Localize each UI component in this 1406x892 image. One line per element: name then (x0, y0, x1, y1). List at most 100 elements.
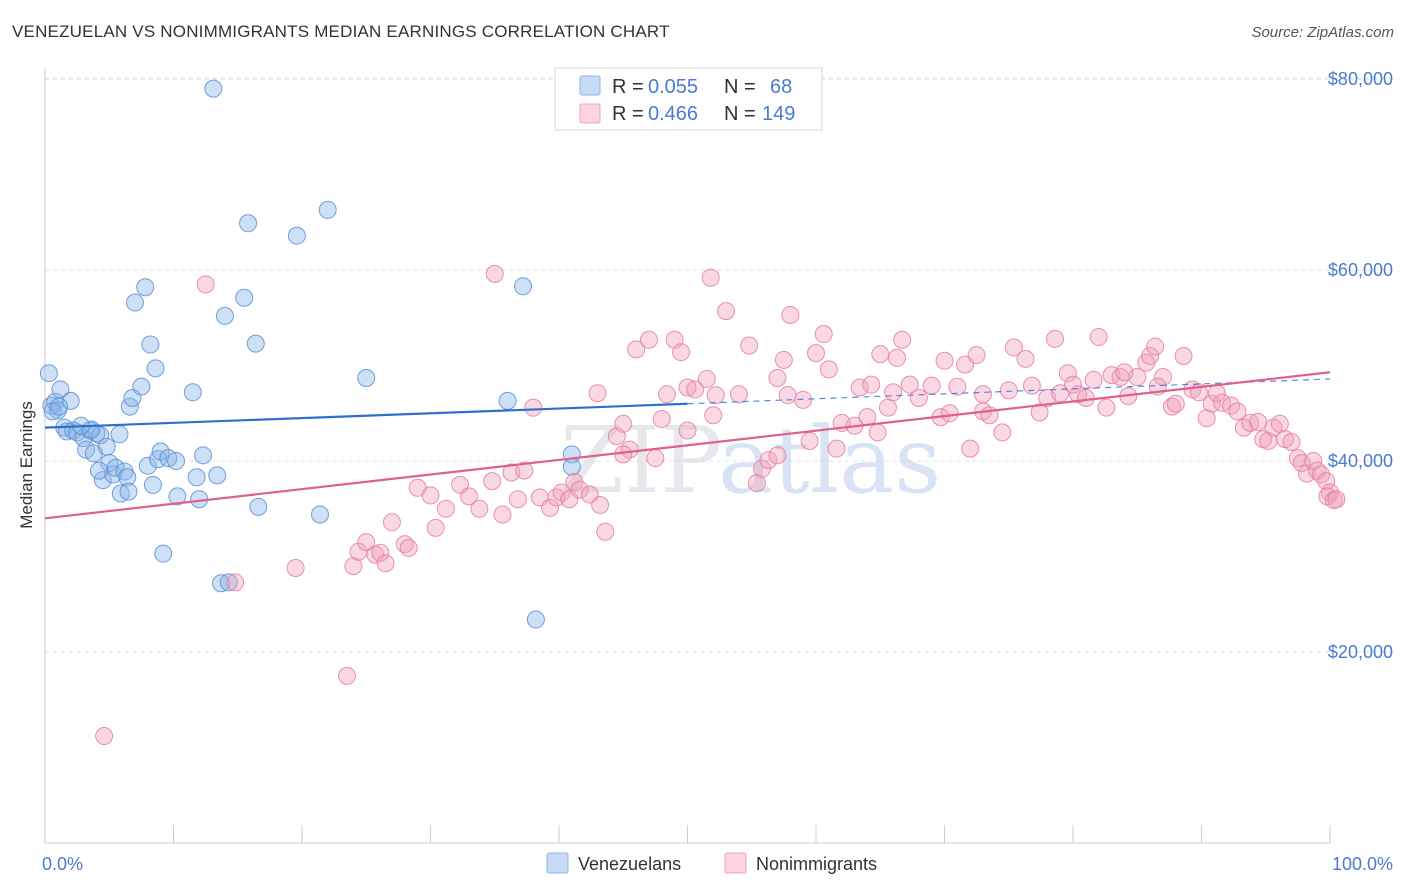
nonimmigrants-point (1016, 349, 1035, 368)
nonimmigrants-point (1166, 394, 1185, 413)
nonimmigrants-point (893, 330, 912, 349)
venezuelans-point (146, 359, 165, 378)
venezuelans-point (50, 397, 69, 416)
nonimmigrants-point (1197, 409, 1216, 428)
series-venezuelans (39, 79, 581, 629)
nonimmigrants-point (850, 378, 869, 397)
nonimmigrants-point (639, 330, 658, 349)
nonimmigrants-point (226, 573, 245, 592)
legend-r-value-1: 0.055 (648, 76, 698, 98)
nonimmigrants-point (1241, 413, 1260, 432)
nonimmigrants-point (515, 461, 534, 480)
nonimmigrants-point (740, 336, 759, 355)
venezuelans-point (246, 334, 265, 353)
legend-n-value-2: 149 (762, 103, 795, 125)
nonimmigrants-point (1304, 452, 1323, 471)
nonimmigrants-point (1097, 398, 1116, 417)
nonimmigrants-point (768, 446, 787, 465)
nonimmigrants-point (900, 375, 919, 394)
venezuelans-point (526, 610, 545, 629)
nonimmigrants-point (627, 340, 646, 359)
nonimmigrants-point (1202, 394, 1221, 413)
venezuelans-point (287, 226, 306, 245)
venezuelans-point (100, 453, 119, 472)
venezuelans-point (118, 468, 137, 487)
venezuelans-point (110, 425, 129, 444)
nonimmigrants-point (729, 385, 748, 404)
bottom-legend-swatch-venezuelans (546, 852, 569, 874)
venezuelans-point (168, 487, 187, 506)
venezuelans-point (61, 391, 80, 410)
venezuelans-point (138, 456, 157, 475)
bottom-legend-label-nonimmigrants: Nonimmigrants (756, 854, 877, 874)
nonimmigrants-point (337, 666, 356, 685)
legend-n-label-1: N = (724, 76, 756, 98)
nonimmigrants-point (483, 472, 502, 491)
y-tick-label: $20,000 (1328, 642, 1393, 662)
y-tick-label: $60,000 (1328, 260, 1393, 280)
venezuelans-point (219, 573, 238, 592)
venezuelans-point (215, 306, 234, 325)
nonimmigrants-point (884, 383, 903, 402)
nonimmigrants-point (552, 483, 571, 502)
nonimmigrants-point (357, 533, 376, 552)
y-tick-label: $80,000 (1328, 69, 1393, 89)
venezuelans-trend-extension (687, 378, 1331, 405)
nonimmigrants-point (1022, 376, 1041, 395)
nonimmigrants-point (1146, 337, 1165, 356)
nonimmigrants-point (706, 386, 725, 405)
nonimmigrants-point (1327, 490, 1346, 509)
bottom-legend-label-venezuelans: Venezuelans (578, 854, 681, 874)
nonimmigrants-point (588, 384, 607, 403)
venezuelans-point (93, 471, 112, 490)
nonimmigrants-point (678, 421, 697, 440)
nonimmigrants-point (1228, 402, 1247, 421)
nonimmigrants-point (800, 431, 819, 450)
venezuelans-point (91, 426, 110, 445)
nonimmigrants-point (807, 344, 825, 363)
nonimmigrants-point (974, 385, 993, 404)
nonimmigrants-point (470, 499, 489, 518)
nonimmigrants-point (922, 376, 941, 395)
venezuelans-point (132, 377, 151, 396)
nonimmigrants-point (794, 390, 813, 409)
venezuelans-point (89, 461, 108, 480)
nonimmigrants-point (814, 325, 833, 344)
venezuelans-point (208, 466, 227, 485)
legend-r-label-2: R = (612, 103, 644, 125)
nonimmigrants-point (961, 439, 980, 458)
nonimmigrants-point (493, 505, 512, 524)
venezuelans-point (39, 364, 58, 383)
venezuelans-point (514, 277, 533, 296)
nonimmigrants-point (508, 490, 527, 509)
correlation-legend: R = 0.055 N = 68 R = 0.466 N = 149 (554, 67, 823, 131)
venezuelans-point (111, 484, 130, 503)
watermark-zip: ZIP (560, 407, 722, 514)
nonimmigrants-point (701, 268, 720, 287)
nonimmigrants-point (948, 377, 967, 396)
nonimmigrants-point (196, 275, 215, 294)
venezuelans-point (154, 544, 173, 563)
nonimmigrants-point (344, 557, 363, 576)
venezuelans-point (310, 505, 329, 524)
nonimmigrants-point (704, 406, 723, 425)
nonimmigrants-point (999, 381, 1018, 400)
nonimmigrants-point (426, 518, 445, 537)
y-axis-title: Median Earnings (17, 401, 36, 529)
nonimmigrants-point (774, 350, 793, 369)
x-tick-label-max: 100.0% (1332, 854, 1393, 874)
venezuelans-point (235, 288, 254, 307)
nonimmigrants-point (747, 474, 766, 493)
nonimmigrants-point (652, 410, 671, 429)
nonimmigrants-point (678, 378, 697, 397)
nonimmigrants-point (1089, 327, 1108, 346)
x-tick-label-min: 0.0% (42, 854, 83, 874)
venezuelans-point (318, 200, 337, 219)
venezuelans-point (498, 391, 517, 410)
venezuelans-point (136, 278, 155, 297)
nonimmigrants-point (1058, 364, 1077, 383)
legend-n-value-1: 68 (770, 76, 792, 98)
nonimmigrants-point (935, 351, 954, 370)
data-points (39, 79, 1346, 746)
